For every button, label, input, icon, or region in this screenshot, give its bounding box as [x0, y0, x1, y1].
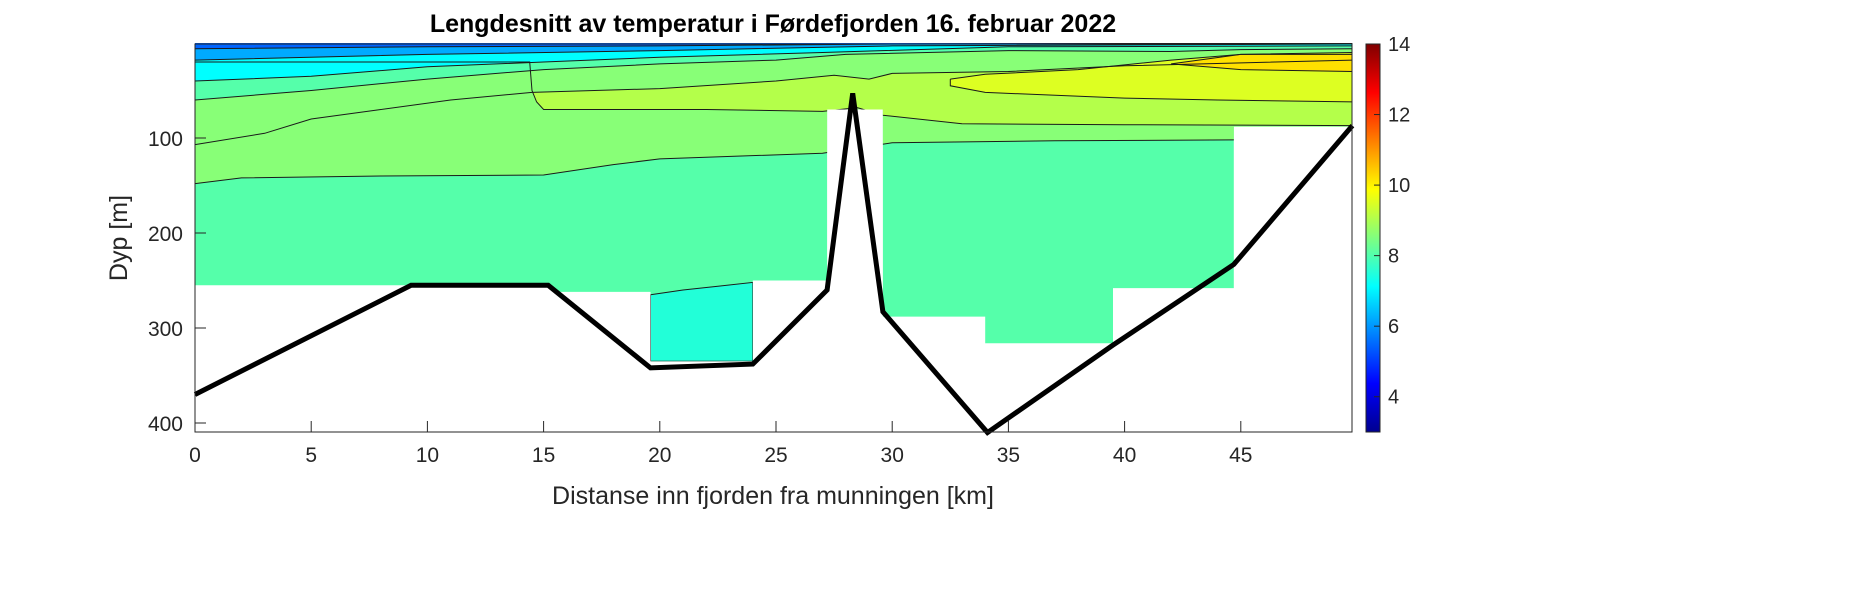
contour-line [195, 59, 1353, 146]
colorbar-tick-label: 8 [1388, 246, 1399, 268]
contour-line [195, 61, 1353, 127]
x-tick-label: 5 [305, 444, 317, 467]
x-tick-label: 30 [881, 444, 904, 467]
contour-line [949, 51, 1353, 103]
x-tick-label: 40 [1113, 444, 1136, 467]
y-axis-label: Dyp [m] [105, 195, 133, 281]
contour-line [195, 48, 1353, 101]
x-tick-label: 25 [764, 444, 787, 467]
colorbar-tick-label: 4 [1388, 387, 1399, 409]
y-tick-label: 200 [148, 223, 183, 246]
x-tick-label: 15 [532, 444, 555, 467]
y-tick-label: 300 [148, 318, 183, 341]
contour-line [650, 281, 754, 362]
y-tick-label: 400 [148, 413, 183, 436]
contour-line [1171, 53, 1353, 73]
y-tick-label: 100 [148, 128, 183, 151]
x-tick-label: 20 [648, 444, 671, 467]
contour-lines [195, 43, 1353, 362]
colorbar-tick-label: 12 [1388, 105, 1410, 127]
colorbar-tick-label: 14 [1388, 34, 1410, 56]
temperature-region [650, 282, 753, 362]
x-tick-label: 35 [997, 444, 1020, 467]
x-tick-label: 45 [1229, 444, 1252, 467]
contour-line [195, 45, 1353, 82]
colorbar-ticks: 4 6 8 10 12 14 [1374, 34, 1410, 409]
colorbar-tick-label: 10 [1388, 175, 1410, 197]
chart-title: Lengdesnitt av temperatur i Førdefjorden… [430, 10, 1116, 38]
y-axis: 100 200 300 400 [148, 128, 206, 436]
x-axis: 0 5 10 15 20 25 30 35 40 45 [189, 421, 1252, 467]
bottom-profile-line [193, 92, 1355, 436]
colorbar [1365, 43, 1381, 433]
colorbar-tick-label: 6 [1388, 316, 1399, 338]
x-tick-label: 10 [416, 444, 439, 467]
contour-line [195, 137, 1353, 185]
plot-frame [194, 43, 1353, 433]
contour-line [195, 43, 1353, 61]
x-tick-label: 0 [189, 444, 201, 467]
x-axis-label: Distanse inn fjorden fra munningen [km] [552, 482, 994, 510]
